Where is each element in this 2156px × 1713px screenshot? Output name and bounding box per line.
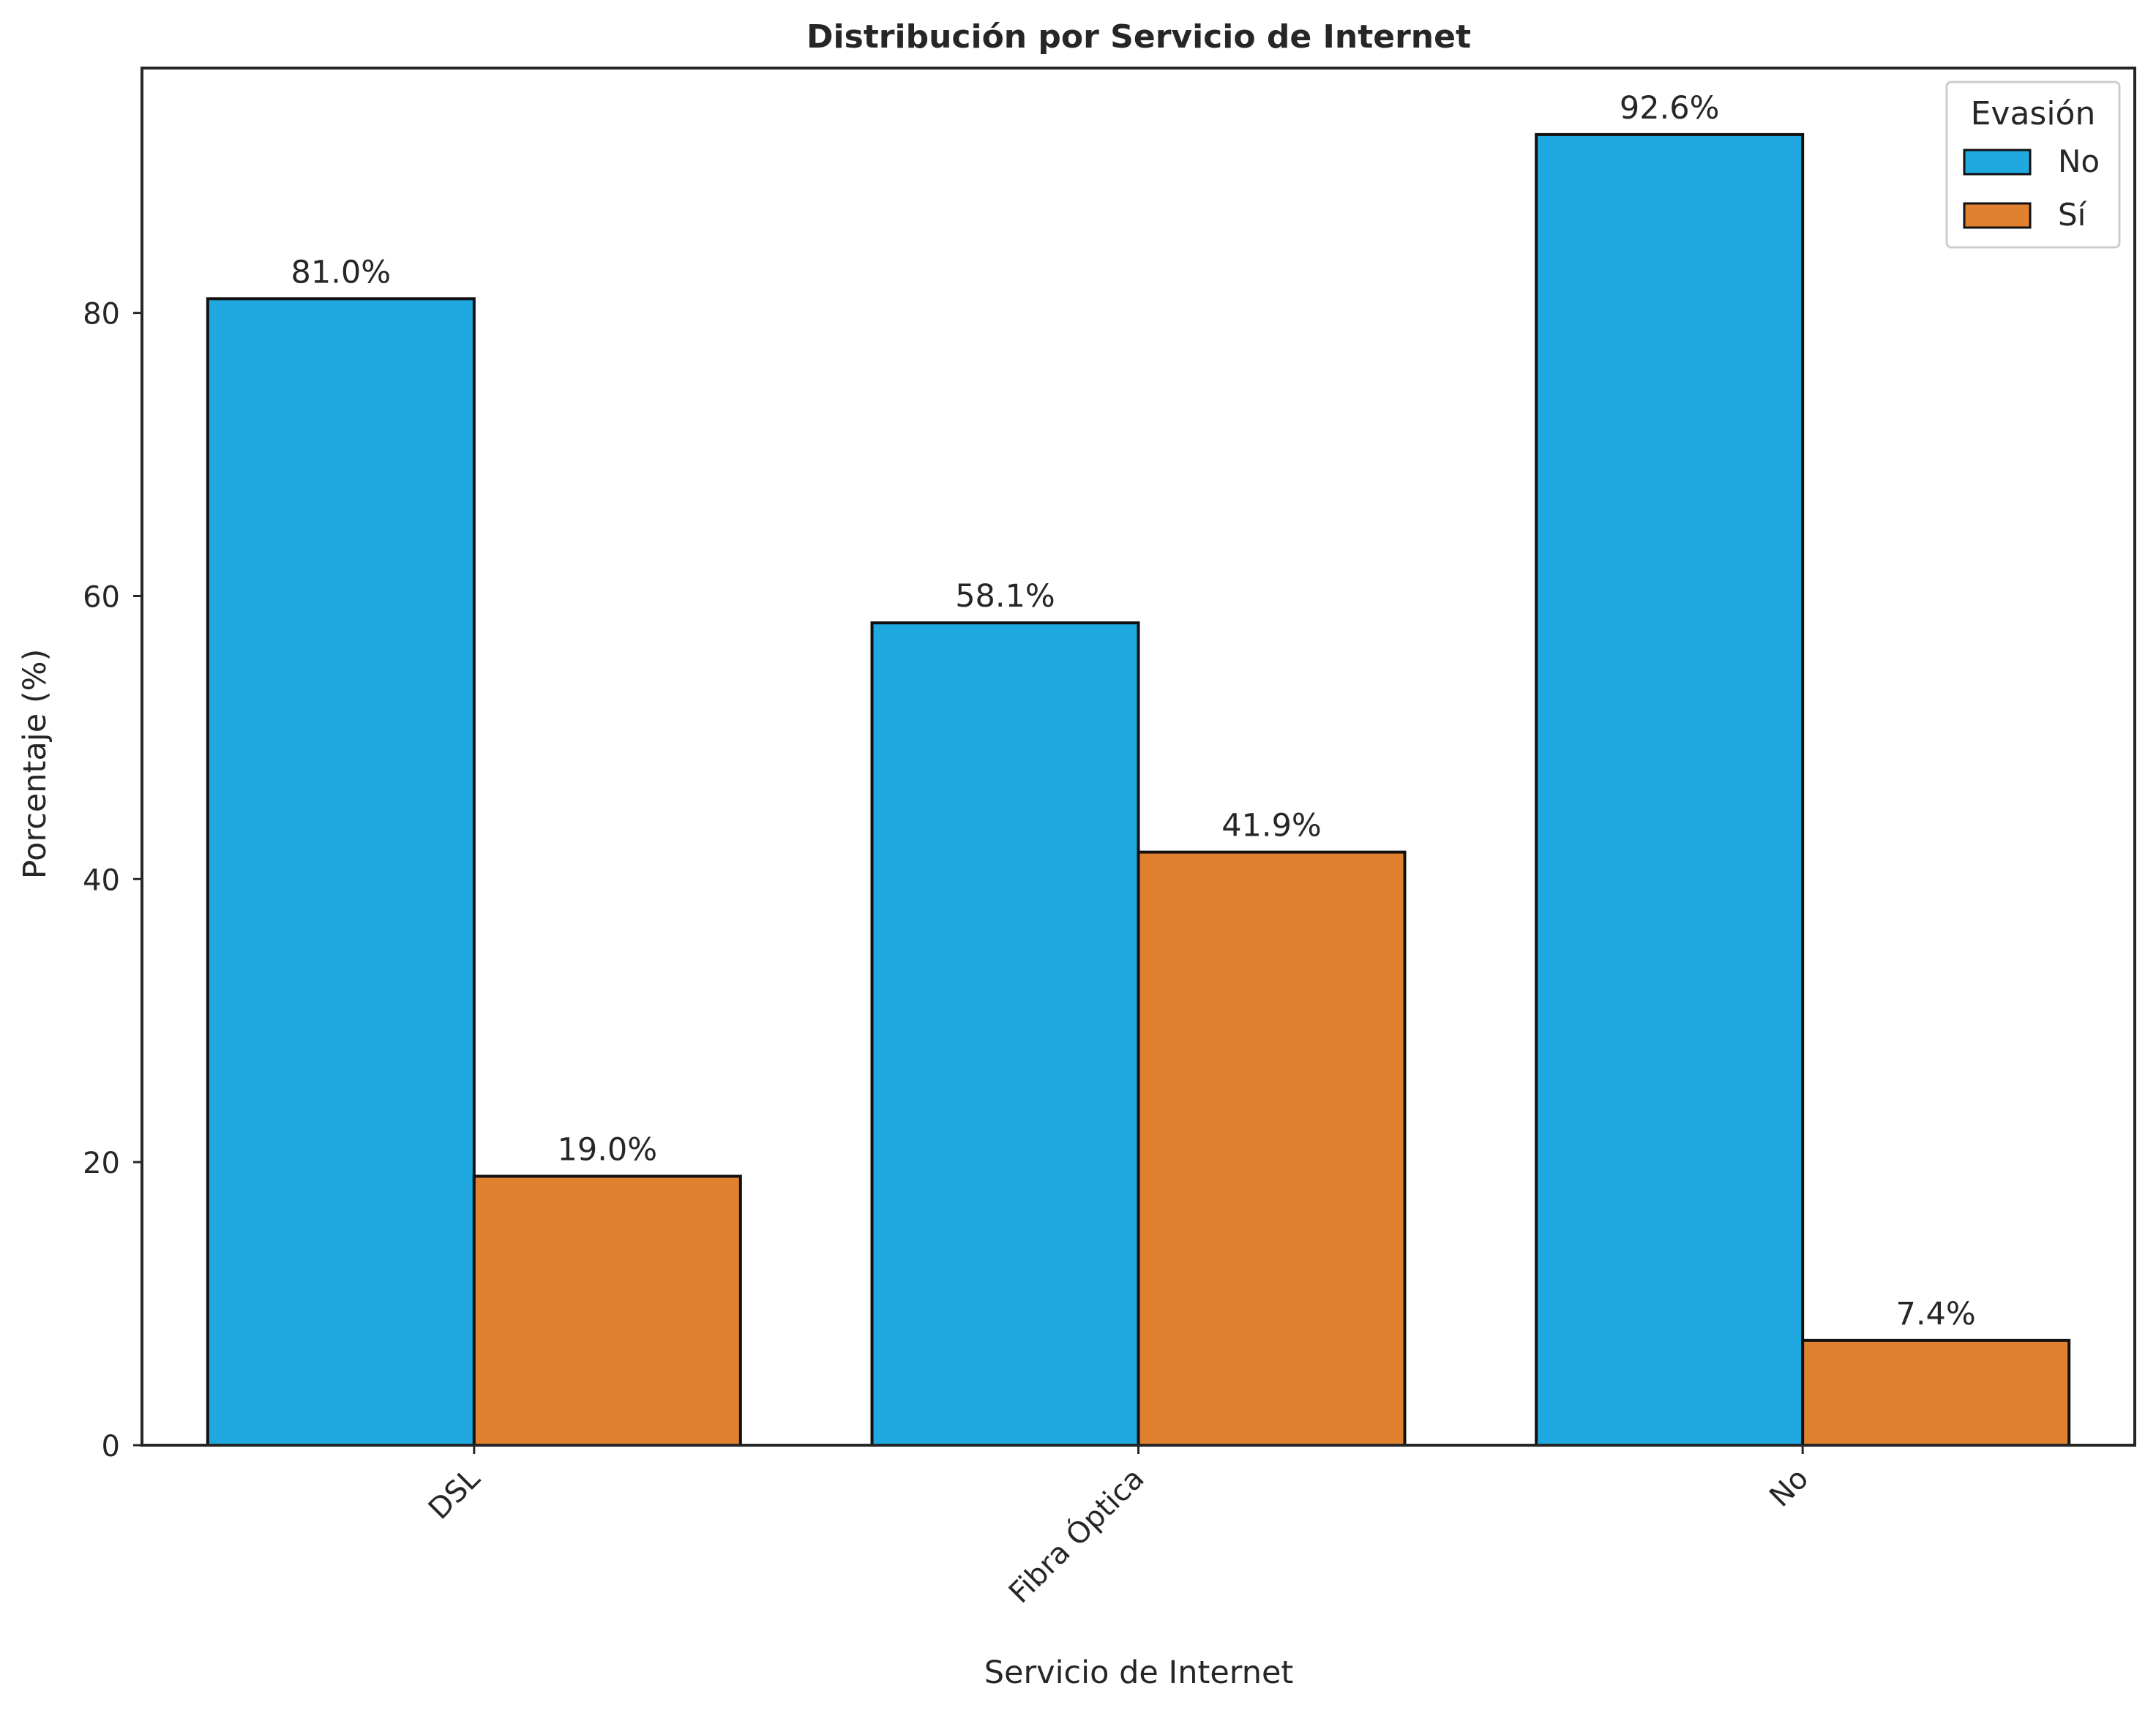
bar-value-label: 7.4% <box>1896 1296 1976 1332</box>
bar-no-0 <box>206 297 476 1447</box>
bar-labels: 81.0% 58.1% 92.6% 19.0% 41.9% 7.4% <box>291 90 1976 1332</box>
bar-value-label: 92.6% <box>1620 90 1720 127</box>
legend-label: No <box>2058 143 2100 179</box>
legend-swatch <box>1963 202 2032 229</box>
legend: Evasión No Sí <box>1945 80 2121 249</box>
legend-title: Evasión <box>1971 95 2096 132</box>
x-axis-label: Servicio de Internet <box>984 1654 1294 1691</box>
y-tick-label: 40 <box>83 863 120 897</box>
y-tick-label: 80 <box>83 298 120 331</box>
bar-sí-2 <box>1801 1338 2071 1447</box>
bars <box>206 132 2071 1447</box>
bar-no-2 <box>1535 132 1805 1447</box>
x-tick-label: Fibra Óptica <box>1002 1461 1151 1610</box>
bar-value-label: 19.0% <box>558 1131 658 1168</box>
bar-value-label: 41.9% <box>1221 808 1322 844</box>
bar-sí-0 <box>472 1174 742 1447</box>
bar-no-1 <box>870 621 1140 1447</box>
bar-value-label: 81.0% <box>291 254 392 291</box>
y-axis-ticks: 0 20 40 60 80 <box>83 298 142 1463</box>
x-tick-label: No <box>1763 1462 1815 1514</box>
bar-sí-1 <box>1137 850 1407 1447</box>
y-tick-label: 60 <box>83 580 120 614</box>
y-axis-label: Porcentaje (%) <box>17 649 53 879</box>
legend-swatch <box>1963 149 2032 176</box>
chart-title: Distribución por Servicio de Internet <box>806 18 1471 56</box>
y-tick-label: 20 <box>83 1147 120 1180</box>
plot-frame <box>141 67 2136 1447</box>
bar-value-label: 58.1% <box>955 578 1055 615</box>
legend-label: Sí <box>2058 197 2087 233</box>
y-tick-label: 0 <box>102 1430 120 1463</box>
x-tick-label: DSL <box>422 1461 487 1526</box>
x-axis-ticks: DSL Fibra Óptica No <box>422 1445 1815 1610</box>
